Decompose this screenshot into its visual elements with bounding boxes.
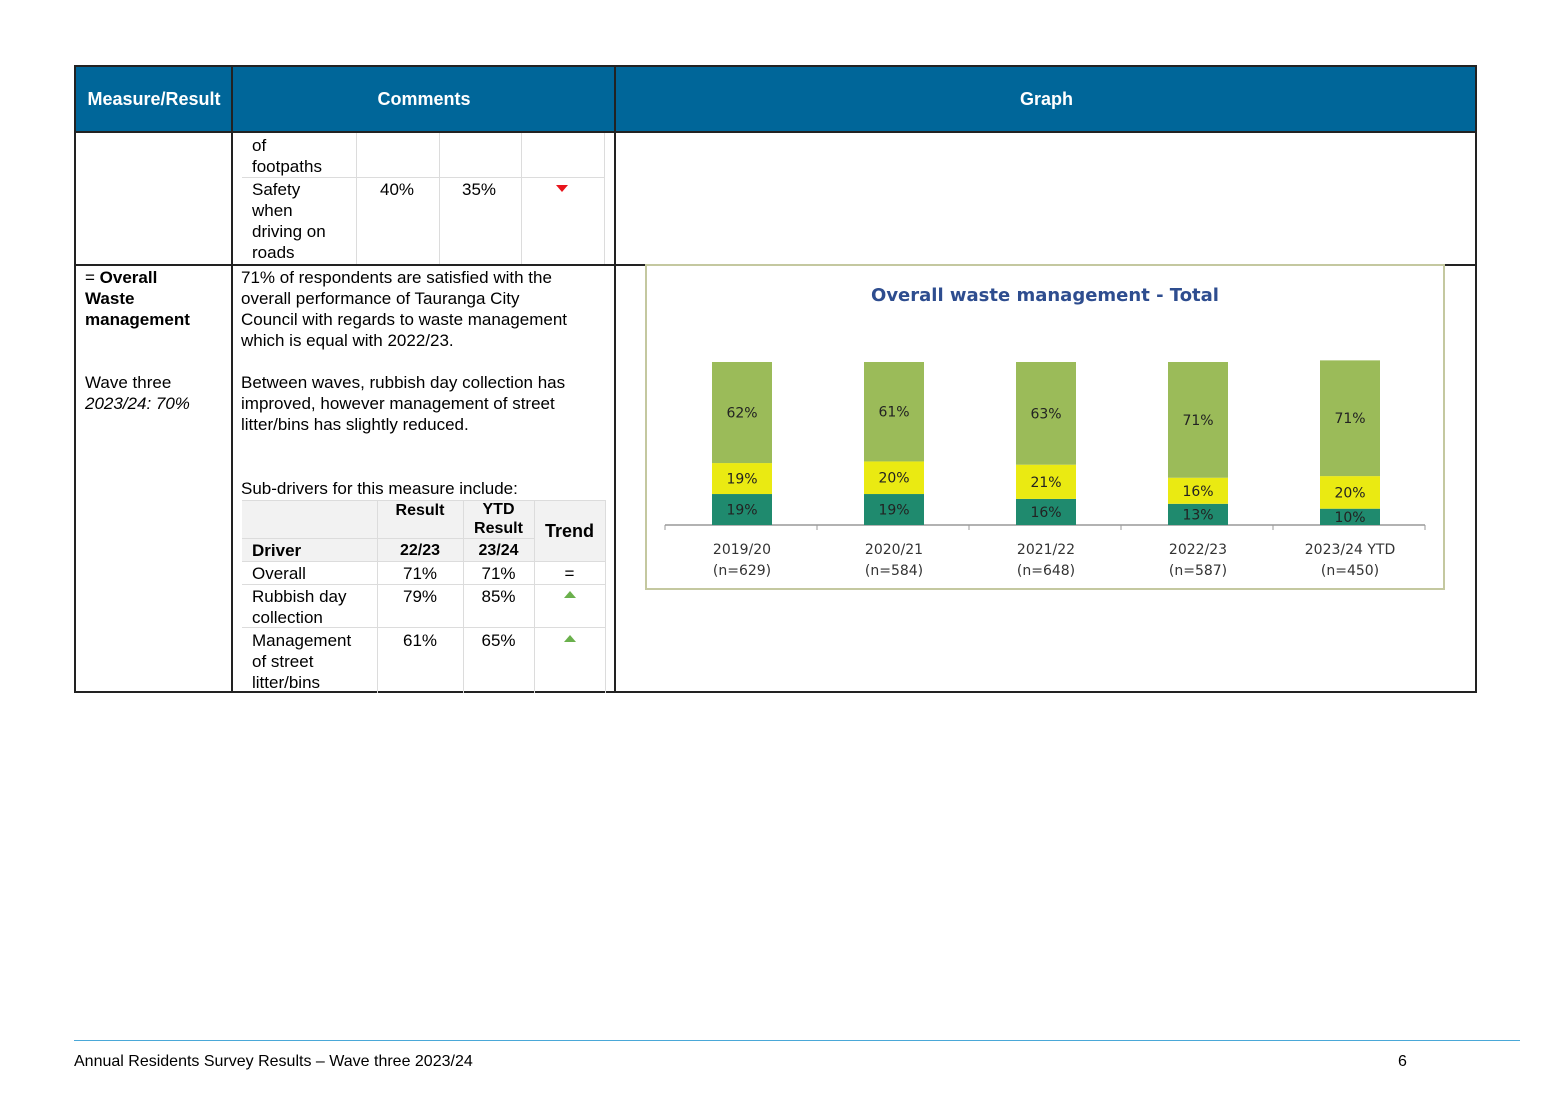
driver-label: of footpaths	[252, 136, 322, 176]
results-table: Measure/Result Comments Graph of footpat…	[74, 65, 1477, 693]
data-label: 61%	[878, 405, 909, 421]
ytd-value: 85%	[481, 587, 516, 606]
data-label: 20%	[1334, 485, 1365, 501]
bar-segment	[1016, 362, 1076, 465]
trend-equal-icon: =	[564, 564, 575, 583]
col-header-result: Result	[395, 502, 445, 519]
x-tick-label: 2022/23	[1169, 542, 1227, 558]
comment-paragraph: 71% of respondents are satisfied with th…	[241, 268, 567, 350]
bar-segment	[1016, 464, 1076, 499]
data-label: 20%	[878, 471, 909, 487]
bar-segment	[864, 461, 924, 495]
ytd-value: 35%	[462, 180, 497, 199]
data-label: 10%	[1334, 510, 1365, 526]
data-label: 71%	[1334, 411, 1365, 427]
result-value: 40%	[380, 180, 415, 199]
data-label: 16%	[1182, 484, 1213, 500]
footer-rule	[74, 1040, 1520, 1041]
data-label: 19%	[726, 503, 757, 519]
page-number: 6	[1398, 1053, 1407, 1070]
x-tick-label: 2020/21	[865, 542, 923, 558]
result-value: 71%	[402, 564, 438, 583]
bar-segment	[1320, 360, 1380, 477]
footer-title: Annual Residents Survey Results – Wave t…	[74, 1053, 473, 1070]
bar-segment	[864, 362, 924, 462]
header-comments: Comments	[377, 89, 471, 109]
ytd-value: 65%	[481, 631, 516, 650]
col-header-period: 22/23	[399, 542, 441, 559]
col-header-driver: Driver	[252, 541, 302, 560]
comment-paragraph: Between waves, rubbish day collection ha…	[241, 373, 566, 434]
data-label: 13%	[1182, 507, 1213, 523]
bar-segment	[1168, 362, 1228, 478]
x-tick-label: 2021/22	[1017, 542, 1075, 558]
trend-down-icon	[556, 185, 568, 192]
sample-size-label: (n=587)	[1169, 563, 1227, 579]
column-divider	[614, 67, 616, 693]
bar-segment	[1320, 508, 1380, 525]
data-label: 71%	[1182, 413, 1213, 429]
sample-size-label: (n=629)	[713, 563, 771, 579]
data-label: 63%	[1030, 406, 1061, 422]
data-label: 19%	[726, 472, 757, 488]
sample-size-label: (n=450)	[1321, 563, 1379, 579]
table-row-driver: Rubbish day collection	[252, 587, 347, 627]
x-tick-label: 2019/20	[713, 542, 771, 558]
table-header: Measure/Result Comments Graph	[76, 67, 1475, 133]
bar-segment	[1320, 476, 1380, 509]
col-header-trend: Trend	[544, 521, 594, 541]
trend-up-icon	[564, 635, 576, 642]
table-row-driver: Management of street litter/bins	[252, 631, 352, 692]
x-tick-label: 2023/24 YTD	[1305, 542, 1396, 558]
data-label: 16%	[1030, 505, 1061, 521]
bar-segment	[1168, 503, 1228, 525]
data-label: 19%	[878, 503, 909, 519]
bar-segment	[864, 494, 924, 525]
header-measure: Measure/Result	[87, 89, 221, 109]
result-value: 61%	[402, 631, 438, 650]
subdrivers-intro: Sub-drivers for this measure include:	[241, 479, 518, 498]
col-header-period: 23/24	[478, 542, 519, 559]
sample-size-label: (n=584)	[865, 563, 923, 579]
result-value: 79%	[402, 587, 438, 606]
column-divider	[231, 67, 233, 693]
driver-label: Safety when driving on roads	[252, 180, 326, 262]
measure-title: = Overall Waste management	[85, 268, 190, 329]
data-label: 21%	[1030, 475, 1061, 491]
stacked-bar-chart: Overall waste management - Total 19% 19% 6…	[664, 285, 1426, 579]
chart-container: Overall waste management - Total 19% 19% 6…	[645, 264, 1445, 590]
bar-segment	[712, 463, 772, 495]
bar-segment	[712, 362, 772, 464]
chart-title: Overall waste management - Total	[871, 285, 1219, 306]
header-graph: Graph	[1019, 89, 1073, 109]
trend-up-icon	[564, 591, 576, 598]
bar-segment	[1016, 498, 1076, 525]
bar-segment	[712, 494, 772, 525]
data-label: 62%	[726, 406, 757, 422]
wave-result: Wave three 2023/24: 70%	[85, 373, 190, 413]
drivers-table-continued: of footpaths Safety when driving on road…	[242, 133, 605, 264]
subdrivers-table: Result YTD Result Trend Driver 22/23 23/…	[242, 500, 606, 693]
table-row-driver: Overall	[252, 564, 306, 583]
sample-size-label: (n=648)	[1017, 563, 1075, 579]
col-header-ytd: YTD Result	[474, 501, 523, 537]
bar-segment	[1168, 477, 1228, 504]
ytd-value: 71%	[481, 564, 516, 583]
